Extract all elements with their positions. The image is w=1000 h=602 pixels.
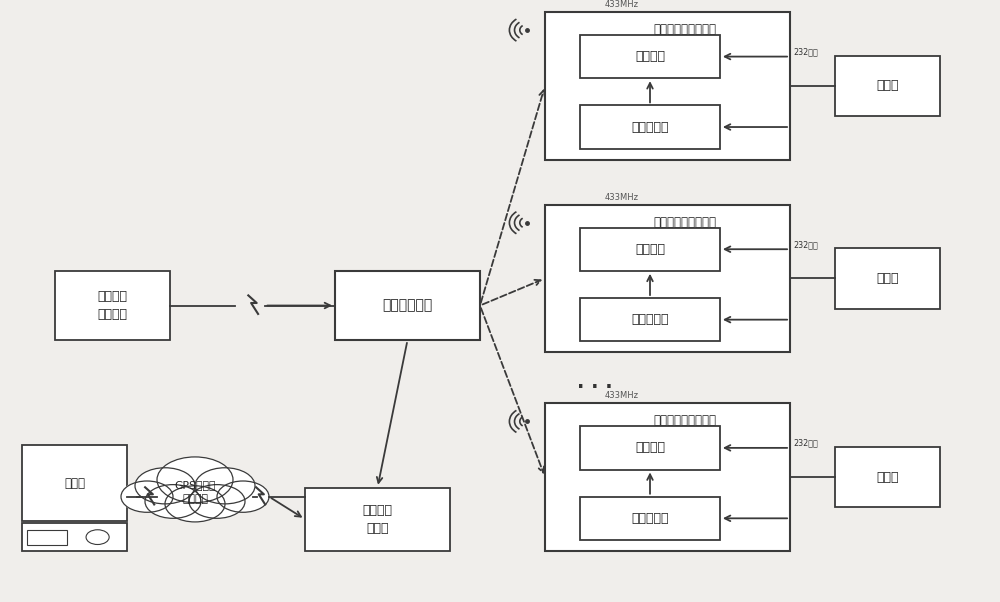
Ellipse shape	[121, 481, 173, 512]
Bar	[545, 205, 790, 352]
Text: 服务器: 服务器	[64, 477, 85, 490]
Bar	[305, 488, 450, 551]
Text: 冷藏箱: 冷藏箱	[876, 272, 899, 285]
Bar	[22, 523, 127, 551]
Bar	[835, 447, 940, 507]
Bar	[835, 249, 940, 309]
Text: 采集电路: 采集电路	[635, 441, 665, 455]
Text: 自供电电源: 自供电电源	[631, 313, 669, 326]
Bar	[835, 55, 940, 116]
Bar	[545, 12, 790, 160]
Text: 232串口: 232串口	[793, 240, 818, 249]
Text: 采集电路: 采集电路	[635, 243, 665, 256]
Text: 冷藏箱: 冷藏箱	[876, 471, 899, 483]
Ellipse shape	[195, 468, 255, 504]
Text: 自供电电源: 自供电电源	[631, 120, 669, 134]
Text: GPS和卫星
无线通讯: GPS和卫星 无线通讯	[174, 480, 216, 504]
Bar	[27, 530, 67, 544]
Text: 232串口: 232串口	[793, 48, 818, 56]
Text: 自供电电源: 自供电电源	[631, 512, 669, 525]
Bar	[580, 497, 720, 540]
Ellipse shape	[157, 457, 233, 503]
Text: 数据传输部分: 数据传输部分	[382, 299, 433, 312]
Ellipse shape	[135, 468, 195, 504]
Bar	[580, 105, 720, 149]
Text: . . .: . . .	[577, 373, 613, 392]
Text: 冷藏箱: 冷藏箱	[876, 79, 899, 92]
Bar	[545, 403, 790, 551]
Bar	[22, 445, 127, 521]
Ellipse shape	[217, 481, 269, 512]
Ellipse shape	[165, 486, 225, 522]
Bar	[580, 298, 720, 341]
Text: 232串口: 232串口	[793, 439, 818, 447]
Bar	[55, 271, 170, 340]
Text: 用户控制
终端部分: 用户控制 终端部分	[98, 290, 128, 321]
Text: 433MHz: 433MHz	[605, 193, 639, 202]
Bar	[580, 35, 720, 78]
Text: 433MHz: 433MHz	[605, 391, 639, 400]
Bar	[335, 271, 480, 340]
Text: 冷藏箱数据采集终端: 冷藏箱数据采集终端	[653, 414, 716, 427]
Bar	[580, 426, 720, 470]
Ellipse shape	[145, 485, 201, 518]
Ellipse shape	[189, 485, 245, 518]
Text: 数据传输
控制器: 数据传输 控制器	[362, 504, 392, 535]
Text: 冷藏箱数据采集终端: 冷藏箱数据采集终端	[653, 216, 716, 229]
Text: 采集电路: 采集电路	[635, 50, 665, 63]
Text: 冷藏箱数据采集终端: 冷藏箱数据采集终端	[653, 23, 716, 36]
Bar	[580, 228, 720, 271]
Text: 433MHz: 433MHz	[605, 0, 639, 9]
